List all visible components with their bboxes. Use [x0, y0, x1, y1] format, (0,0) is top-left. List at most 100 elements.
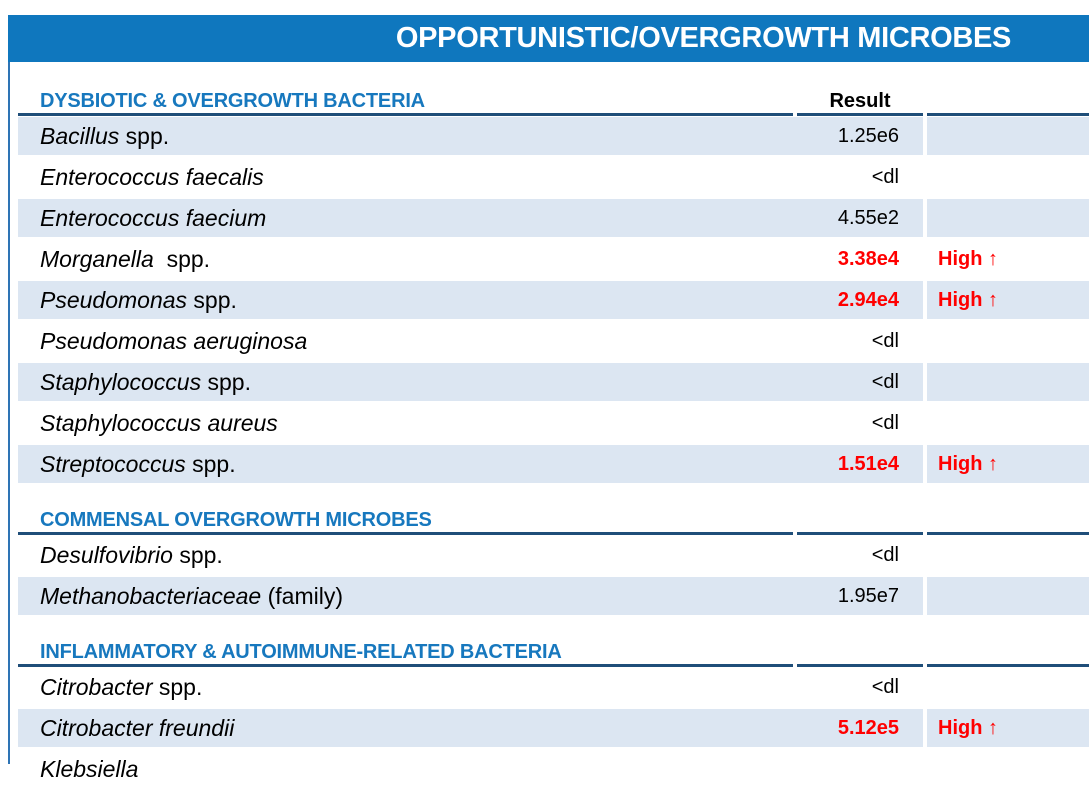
section-header-row: DYSBIOTIC & OVERGROWTH BACTERIA Result	[18, 88, 1089, 113]
result-value: <dl	[871, 675, 899, 698]
table-row: Staphylococcus aureus <dl	[18, 404, 1089, 442]
result-value: 4.55e2	[837, 206, 899, 229]
left-border-rule	[8, 62, 10, 764]
result-value: <dl	[871, 370, 899, 393]
organism-genus: Klebsiella	[40, 755, 139, 782]
divider-segment	[797, 664, 923, 667]
high-flag	[927, 668, 1089, 706]
high-flag	[927, 117, 1089, 155]
high-flag	[927, 404, 1089, 442]
organism-genus: Citrobacter freundii	[40, 714, 235, 741]
row-main-cell: Streptococcus spp. 1.51e4	[18, 445, 923, 483]
organism-name: Desulfovibrio spp.	[18, 542, 797, 569]
organism-name: Enterococcus faecalis	[18, 164, 797, 191]
row-main-cell: Staphylococcus spp. <dl	[18, 363, 923, 401]
section-heading: DYSBIOTIC & OVERGROWTH BACTERIA	[40, 90, 425, 112]
table-row: Pseudomonas spp. 2.94e4 High ↑	[18, 281, 1089, 319]
organism-name: Enterococcus faecium	[18, 205, 797, 232]
row-main-cell: Methanobacteriaceae (family) 1.95e7	[18, 577, 923, 615]
section-rows: Bacillus spp. 1.25e6 Enterococcus faecalis…	[18, 117, 1089, 483]
high-flag	[927, 322, 1089, 360]
divider-segment	[927, 664, 1089, 667]
section-divider	[18, 664, 1089, 667]
result-value: 2.94e4	[837, 288, 899, 311]
organism-genus: Staphylococcus	[40, 368, 202, 395]
organism-name: Staphylococcus aureus	[18, 410, 797, 437]
high-flag	[927, 750, 1089, 788]
result-value: 1.95e7	[837, 584, 899, 607]
section-rows: Citrobacter spp. <dl Citrobacter freundii 5…	[18, 668, 1089, 788]
result-value: <dl	[871, 165, 899, 188]
table-row: Desulfovibrio spp. <dl	[18, 536, 1089, 574]
organism-name: Staphylococcus spp.	[18, 369, 797, 396]
organism-genus: Morganella	[40, 245, 154, 272]
row-main-cell: Citrobacter spp. <dl	[18, 668, 923, 706]
divider-segment	[797, 532, 923, 535]
section-heading: INFLAMMATORY & AUTOIMMUNE-RELATED BACTER…	[40, 641, 562, 663]
row-main-cell: Enterococcus faecalis <dl	[18, 158, 923, 196]
organism-genus: Methanobacteriaceae	[40, 582, 262, 609]
table-row: Staphylococcus spp. <dl	[18, 363, 1089, 401]
high-flag: High ↑	[927, 281, 1089, 319]
high-flag: High ↑	[927, 445, 1089, 483]
section-header-row: INFLAMMATORY & AUTOIMMUNE-RELATED BACTER…	[18, 639, 1089, 664]
table-row: Citrobacter spp. <dl	[18, 668, 1089, 706]
organism-suffix: spp.	[119, 122, 170, 149]
table-row: Methanobacteriaceae (family) 1.95e7	[18, 577, 1089, 615]
organism-name: Citrobacter freundii	[18, 715, 797, 742]
divider-segment	[927, 532, 1089, 535]
row-main-cell: Morganella spp. 3.38e4	[18, 240, 923, 278]
row-main-cell: Citrobacter freundii 5.12e5	[18, 709, 923, 747]
high-flag	[927, 577, 1089, 615]
row-main-cell: Pseudomonas spp. 2.94e4	[18, 281, 923, 319]
high-flag	[927, 199, 1089, 237]
table-row: Klebsiella	[18, 750, 1089, 788]
divider-segment	[927, 113, 1089, 116]
row-main-cell: Desulfovibrio spp. <dl	[18, 536, 923, 574]
high-flag	[927, 363, 1089, 401]
organism-genus: Desulfovibrio	[40, 541, 173, 568]
result-value: 1.25e6	[837, 124, 899, 147]
row-main-cell: Pseudomonas aeruginosa <dl	[18, 322, 923, 360]
organism-name: Bacillus spp.	[18, 123, 797, 150]
high-flag: High ↑	[927, 709, 1089, 747]
organism-suffix: spp.	[187, 286, 237, 313]
organism-suffix: (family)	[261, 582, 343, 609]
table-row: Enterococcus faecium 4.55e2	[18, 199, 1089, 237]
section-heading: COMMENSAL OVERGROWTH MICROBES	[40, 509, 432, 531]
microbe-section: COMMENSAL OVERGROWTH MICROBES Desulfovibr…	[18, 507, 1089, 615]
table-row: Citrobacter freundii 5.12e5 High ↑	[18, 709, 1089, 747]
table-row: Bacillus spp. 1.25e6	[18, 117, 1089, 155]
section-rows: Desulfovibrio spp. <dl Methanobacteriaceae…	[18, 536, 1089, 615]
organism-name: Methanobacteriaceae (family)	[18, 583, 797, 610]
result-value: <dl	[871, 329, 899, 352]
organism-suffix: spp.	[201, 368, 251, 395]
organism-genus: Citrobacter	[40, 673, 153, 700]
organism-name: Morganella spp.	[18, 246, 797, 273]
organism-genus: Enterococcus faecalis	[40, 163, 264, 190]
organism-suffix: spp.	[152, 673, 203, 700]
microbe-section: DYSBIOTIC & OVERGROWTH BACTERIA Result Bac…	[18, 88, 1089, 483]
row-main-cell: Enterococcus faecium 4.55e2	[18, 199, 923, 237]
result-value: 3.38e4	[837, 247, 899, 270]
organism-name: Pseudomonas aeruginosa	[18, 328, 797, 355]
result-value: <dl	[871, 411, 899, 434]
section-divider	[18, 532, 1089, 535]
organism-genus: Enterococcus faecium	[40, 204, 267, 231]
organism-suffix: spp.	[185, 450, 236, 477]
high-flag	[927, 158, 1089, 196]
row-main-cell: Staphylococcus aureus <dl	[18, 404, 923, 442]
section-divider	[18, 113, 1089, 116]
section-header-row: COMMENSAL OVERGROWTH MICROBES	[18, 507, 1089, 532]
result-column-header: Result	[829, 90, 891, 112]
divider-segment	[18, 532, 793, 535]
page-title: OPPORTUNISTIC/OVERGROWTH MICROBES	[395, 22, 1012, 54]
microbe-section: INFLAMMATORY & AUTOIMMUNE-RELATED BACTER…	[18, 639, 1089, 788]
organism-name: Streptococcus spp.	[18, 451, 797, 478]
organism-name: Citrobacter spp.	[18, 674, 797, 701]
report-title-banner: OPPORTUNISTIC/OVERGROWTH MICROBES	[8, 15, 1089, 62]
table-row: Enterococcus faecalis <dl	[18, 158, 1089, 196]
table-row: Streptococcus spp. 1.51e4 High ↑	[18, 445, 1089, 483]
organism-genus: Pseudomonas	[40, 286, 188, 313]
result-value: 1.51e4	[837, 452, 899, 475]
